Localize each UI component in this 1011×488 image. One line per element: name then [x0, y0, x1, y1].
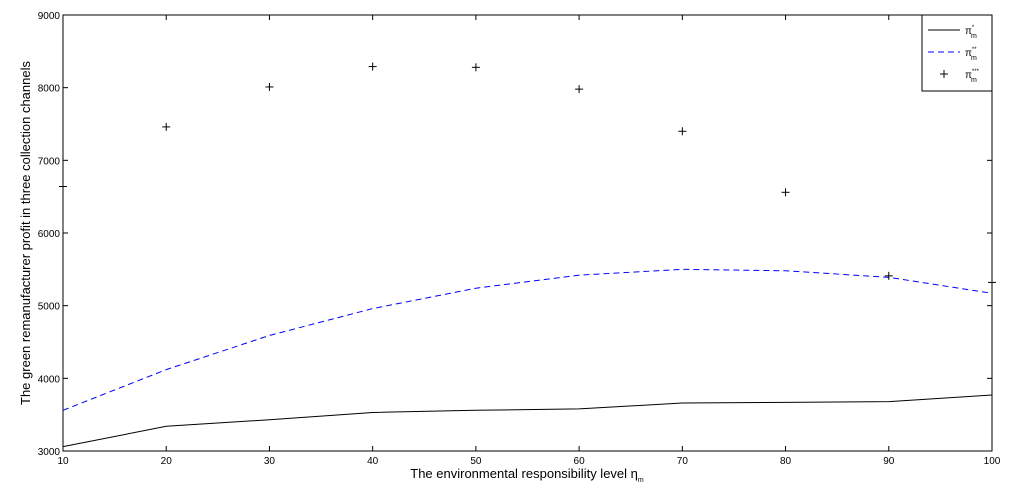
series-3-point: [368, 62, 377, 71]
x-axis-label-main: The environmental responsibility level η: [410, 466, 638, 481]
x-tick-label: 70: [677, 456, 689, 467]
legend-label-2: π** m: [965, 47, 977, 62]
legend-marker-3: [940, 70, 948, 78]
series-3-point: [162, 122, 171, 131]
x-tick-label: 10: [57, 456, 69, 467]
y-tick-label: 7000: [38, 156, 61, 167]
x-axis-label: The environmental responsibility level η…: [410, 466, 644, 484]
y-tick-label: 4000: [38, 374, 61, 385]
x-tick-label: 60: [574, 456, 586, 467]
y-axis-label: The green remanufacturer profit in three…: [18, 61, 33, 405]
legend-label-3: π*** m: [965, 69, 980, 84]
series-layer: [59, 62, 996, 448]
x-tick-label: 30: [264, 456, 276, 467]
x-tick-label: 100: [984, 456, 1001, 467]
series-3-point: [471, 63, 480, 72]
y-tick-label: 9000: [38, 11, 61, 22]
series-3-point: [884, 271, 893, 280]
series-3-point: [575, 85, 584, 94]
x-tick-label: 80: [780, 456, 792, 467]
x-axis-label-subscript: m: [638, 477, 644, 484]
x-tick-label: 90: [883, 456, 895, 467]
legend-box: [921, 14, 993, 92]
series-3-point: [678, 127, 687, 136]
x-tick-label: 20: [161, 456, 173, 467]
y-tick-label: 3000: [38, 447, 61, 458]
plot-area: [62, 14, 993, 452]
x-tick-label: 50: [470, 456, 482, 467]
legend-label-1: π* m: [965, 25, 977, 40]
legend: π* m π** m π*** m: [921, 14, 993, 92]
series-3-point: [988, 278, 996, 287]
y-tick-label: 6000: [38, 229, 61, 240]
series-3-point: [781, 188, 790, 197]
series-3-point: [265, 82, 274, 91]
series-2-line: [62, 268, 993, 411]
x-tick-label: 40: [367, 456, 379, 467]
y-tick-label: 5000: [38, 302, 61, 313]
series-3-point: [59, 182, 67, 191]
y-tick-label: 8000: [38, 84, 61, 95]
series-1-line: [62, 394, 993, 448]
